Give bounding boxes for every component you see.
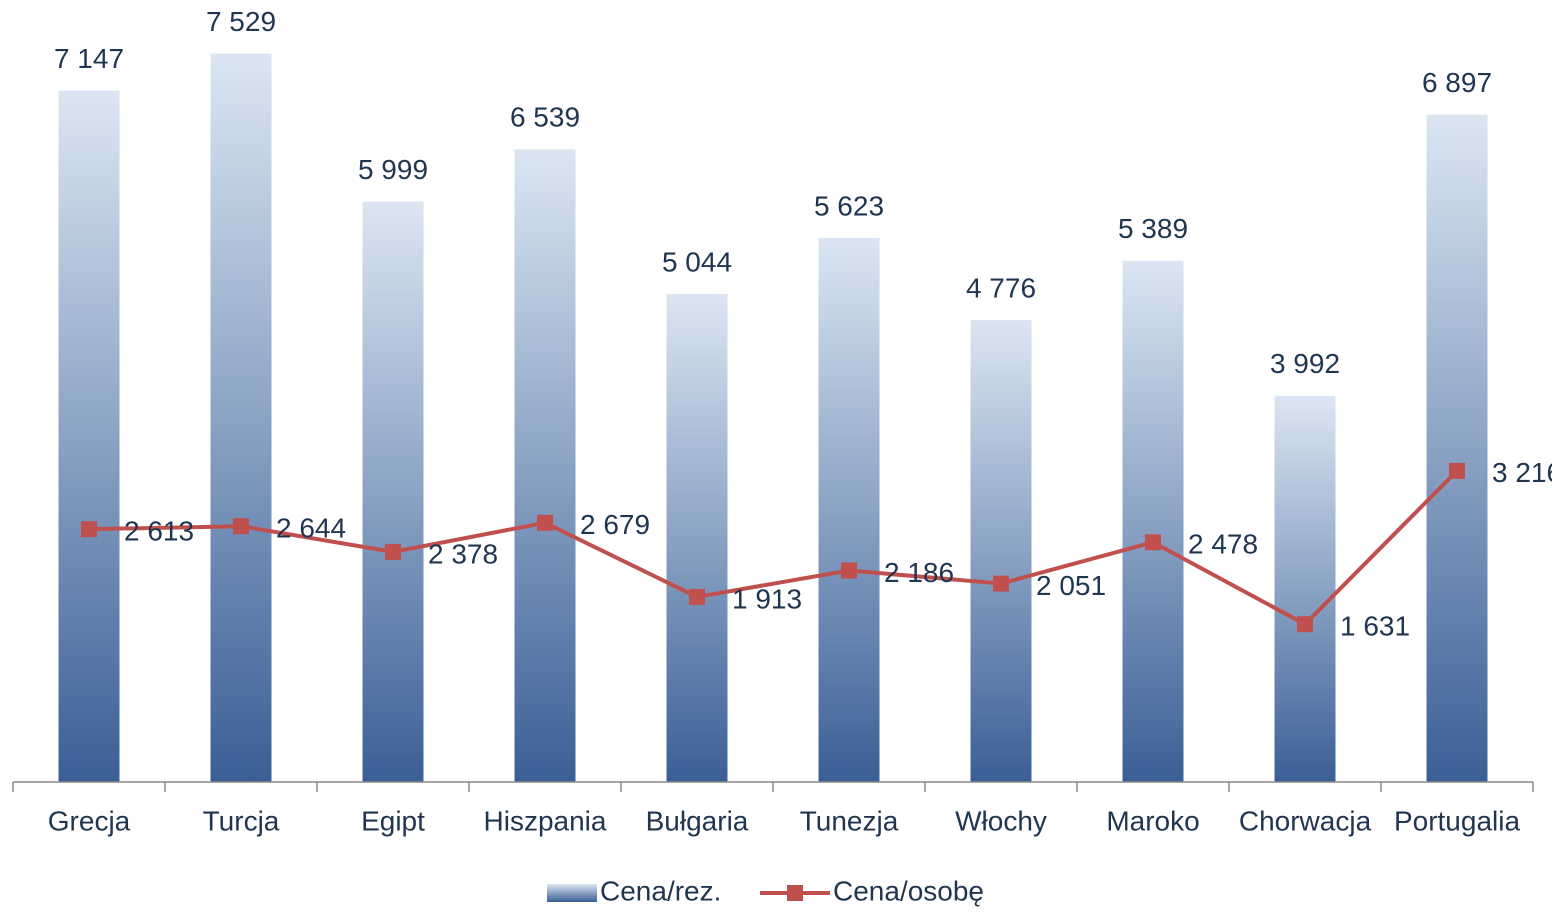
- bar-value-label: 7 147: [54, 43, 124, 74]
- x-tick-label: Hiszpania: [484, 805, 607, 836]
- bar: [514, 149, 576, 782]
- bar-value-label: 4 776: [966, 272, 1036, 303]
- line-marker: [537, 514, 553, 531]
- legend-marker: [787, 885, 803, 901]
- line-value-label: 2 478: [1188, 529, 1258, 560]
- x-tick-label: Tunezja: [800, 805, 899, 836]
- x-tick-label: Chorwacja: [1239, 805, 1372, 836]
- x-tick-label: Turcja: [203, 805, 280, 836]
- bar: [1274, 395, 1336, 782]
- line: [88, 469, 1459, 627]
- bar-value-label: 5 044: [662, 246, 732, 277]
- line-marker: [1145, 534, 1161, 551]
- bar: [818, 237, 880, 783]
- x-tick-label: Egipt: [361, 805, 425, 836]
- x-tick-label: Maroko: [1106, 805, 1199, 836]
- bar-value-label: 5 999: [358, 154, 428, 185]
- line-value-label: 2 186: [884, 557, 954, 588]
- x-tick-label: Włochy: [955, 805, 1047, 836]
- line-value-label: 2 613: [124, 516, 194, 547]
- bar-value-label: 3 992: [1270, 348, 1340, 379]
- line-marker: [385, 543, 401, 560]
- line-value-label: 2 378: [428, 538, 498, 569]
- x-tick-label: Portugalia: [1394, 805, 1521, 836]
- line-value-label: 1 631: [1340, 611, 1410, 642]
- line-marker: [81, 521, 97, 538]
- x-tick-label: Grecja: [48, 805, 131, 836]
- line-marker: [993, 575, 1009, 592]
- bar: [362, 201, 424, 783]
- legend-label: Cena/osobę: [833, 875, 984, 906]
- legend-label: Cena/rez.: [600, 875, 721, 906]
- line-marker: [233, 518, 249, 535]
- line-value-label: 2 051: [1036, 570, 1106, 601]
- line-value-label: 2 644: [276, 513, 346, 544]
- bar: [1426, 114, 1488, 782]
- bar-value-label: 5 623: [814, 190, 884, 221]
- bar-value-label: 6 897: [1422, 67, 1492, 98]
- x-tick-label: Bułgaria: [646, 805, 749, 836]
- bar-value-label: 5 389: [1118, 213, 1188, 244]
- bar: [970, 319, 1032, 782]
- line-marker: [1449, 462, 1465, 479]
- bar: [1122, 260, 1184, 782]
- line-marker: [689, 588, 705, 605]
- bar: [210, 53, 272, 782]
- bar: [666, 293, 728, 782]
- line-value-label: 2 679: [580, 509, 650, 540]
- line-marker: [841, 562, 857, 579]
- line-value-label: 3 216: [1492, 457, 1552, 488]
- bar-value-label: 7 529: [206, 6, 276, 37]
- line-marker: [1297, 616, 1313, 633]
- bar: [58, 90, 120, 782]
- line-value-label: 1 913: [732, 583, 802, 614]
- bar-value-label: 6 539: [510, 102, 580, 133]
- legend-swatch: [547, 884, 597, 902]
